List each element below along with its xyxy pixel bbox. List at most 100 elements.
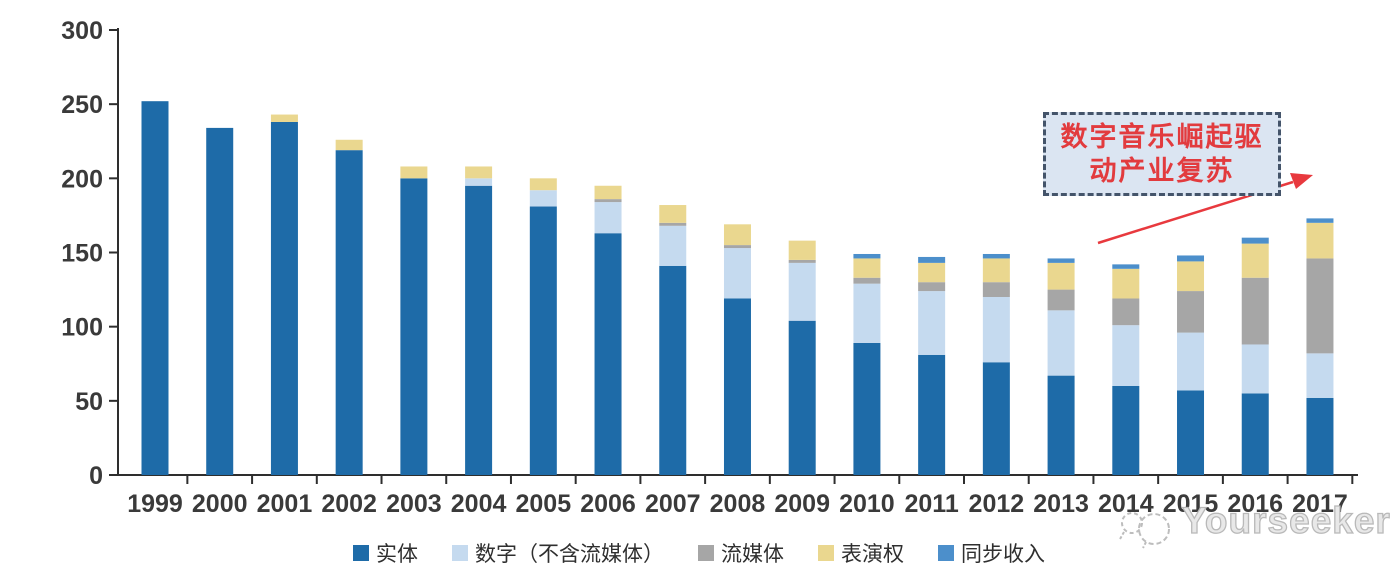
x-axis-year-label: 2010 xyxy=(839,490,895,518)
x-axis-year-label: 1999 xyxy=(127,490,183,518)
bar-segment-2014 xyxy=(1112,264,1140,269)
bar-segment-2011 xyxy=(918,291,946,355)
bar-segment-2009 xyxy=(788,262,816,321)
bar-segment-2008 xyxy=(723,224,751,246)
bar-segment-2007 xyxy=(659,265,687,475)
legend-label: 数字（不含流媒体） xyxy=(475,542,664,566)
legend-item-sync: 同步收入 xyxy=(938,538,1045,568)
bar-segment-2014 xyxy=(1112,325,1140,386)
bar-segment-2001 xyxy=(270,121,298,475)
legend-label: 表演权 xyxy=(841,542,904,566)
x-axis-year-label: 2006 xyxy=(580,490,636,518)
bar-segment-2006 xyxy=(594,199,622,203)
bar-segment-2017 xyxy=(1306,222,1334,259)
x-axis-year-label: 2008 xyxy=(710,490,766,518)
y-axis-tick-label: 250 xyxy=(61,91,103,119)
digital-swatch-icon xyxy=(452,545,468,561)
x-axis-year-label: 2015 xyxy=(1163,490,1219,518)
bar-segment-2011 xyxy=(918,354,946,475)
bar-segment-2006 xyxy=(594,185,622,200)
legend-item-digital: 数字（不含流媒体） xyxy=(452,538,664,568)
y-axis-tick-label: 150 xyxy=(61,240,103,268)
bar-segment-2002 xyxy=(335,139,363,151)
legend-label: 流媒体 xyxy=(721,542,784,566)
annotation-line-1: 数字音乐崛起驱 xyxy=(1060,122,1264,152)
x-axis-year-label: 2002 xyxy=(321,490,377,518)
bar-segment-2016 xyxy=(1241,243,1269,278)
bar-segment-2007 xyxy=(659,225,687,266)
bar-segment-2010 xyxy=(853,253,881,259)
bar-segment-2003 xyxy=(400,166,428,179)
bar-segment-2003 xyxy=(400,178,428,476)
physical-swatch-icon xyxy=(353,545,369,561)
bar-segment-2015 xyxy=(1177,255,1205,262)
bar-segment-2014 xyxy=(1112,386,1140,475)
bar-segment-2008 xyxy=(723,248,751,299)
bar-segment-2004 xyxy=(465,166,493,179)
bar-segment-2016 xyxy=(1241,237,1269,244)
x-axis-year-label: 2003 xyxy=(386,490,442,518)
legend-label: 同步收入 xyxy=(961,542,1045,566)
bar-segment-2015 xyxy=(1177,332,1205,391)
bar-segment-2012 xyxy=(982,282,1010,297)
bar-segment-2008 xyxy=(723,245,751,249)
x-axis-year-label: 2009 xyxy=(774,490,830,518)
bar-segment-2013 xyxy=(1047,310,1075,376)
legend-item-performance: 表演权 xyxy=(818,538,904,568)
bar-segment-2013 xyxy=(1047,258,1075,263)
bar-segment-2017 xyxy=(1306,218,1334,223)
bar-segment-2015 xyxy=(1177,390,1205,475)
x-axis-year-label: 2017 xyxy=(1292,490,1348,518)
bar-segment-2000 xyxy=(206,127,234,476)
bar-segment-2013 xyxy=(1047,262,1075,290)
bar-segment-2013 xyxy=(1047,375,1075,475)
bar-segment-2016 xyxy=(1241,277,1269,345)
bar-segment-2005 xyxy=(529,178,557,191)
bar-segment-2010 xyxy=(853,283,881,343)
bar-segment-2012 xyxy=(982,297,1010,363)
x-axis-year-label: 2005 xyxy=(516,490,572,518)
bar-segment-2001 xyxy=(270,114,298,122)
bar-segment-2009 xyxy=(788,240,816,260)
bar-segment-2006 xyxy=(594,233,622,475)
x-axis-year-label: 2001 xyxy=(257,490,313,518)
chart-legend: 实体 数字（不含流媒体） 流媒体 表演权 同步收入 xyxy=(0,538,1398,568)
annotation-arrowhead-icon xyxy=(1290,173,1313,189)
bar-segment-2005 xyxy=(529,206,557,475)
y-axis-tick-label: 200 xyxy=(61,165,103,193)
bar-segment-2017 xyxy=(1306,353,1334,398)
bar-segment-2017 xyxy=(1306,258,1334,354)
x-axis-year-label: 2016 xyxy=(1227,490,1283,518)
bar-segment-2013 xyxy=(1047,289,1075,311)
bar-segment-2017 xyxy=(1306,397,1334,475)
bar-segment-2015 xyxy=(1177,291,1205,333)
bar-segment-2011 xyxy=(918,282,946,292)
bar-segment-2012 xyxy=(982,253,1010,259)
bar-segment-2007 xyxy=(659,205,687,223)
annotation-line-2: 动产业复苏 xyxy=(1089,156,1235,186)
bar-segment-1999 xyxy=(141,101,169,475)
bar-segment-2005 xyxy=(529,190,557,207)
bar-segment-2016 xyxy=(1241,344,1269,394)
bar-segment-2004 xyxy=(465,178,493,186)
bar-segment-2015 xyxy=(1177,261,1205,292)
bar-segment-2009 xyxy=(788,259,816,263)
bar-segment-2012 xyxy=(982,362,1010,475)
performance-swatch-icon xyxy=(818,545,834,561)
bar-segment-2010 xyxy=(853,258,881,278)
bar-segment-2012 xyxy=(982,258,1010,283)
bar-segment-2006 xyxy=(594,202,622,234)
sync-swatch-icon xyxy=(938,545,954,561)
bar-segment-2016 xyxy=(1241,393,1269,475)
bar-segment-2007 xyxy=(659,222,687,226)
bar-segment-2010 xyxy=(853,342,881,475)
x-axis-year-label: 2004 xyxy=(451,490,507,518)
legend-item-streaming: 流媒体 xyxy=(698,538,784,568)
streaming-swatch-icon xyxy=(698,545,714,561)
x-axis-year-label: 2011 xyxy=(905,490,959,518)
legend-label: 实体 xyxy=(376,542,418,566)
legend-item-physical: 实体 xyxy=(353,538,418,568)
y-axis-tick-label: 50 xyxy=(75,388,103,416)
